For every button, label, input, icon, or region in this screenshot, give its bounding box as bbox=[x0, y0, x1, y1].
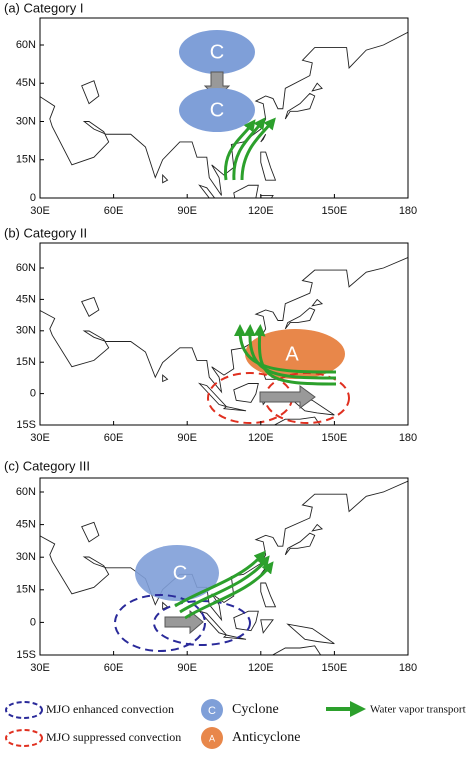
shift-arrow bbox=[259, 385, 316, 409]
vapor-arrow bbox=[234, 324, 337, 374]
y-tick-label: 45N bbox=[16, 519, 36, 531]
y-tick-label: 60N bbox=[16, 39, 36, 51]
x-tick-label: 60E bbox=[104, 432, 124, 444]
y-tick-label: 30N bbox=[16, 325, 36, 337]
vapor-arrow bbox=[179, 555, 270, 614]
map-frame bbox=[39, 477, 409, 656]
x-tick-label: 120E bbox=[248, 432, 274, 444]
marker-label: C bbox=[210, 99, 224, 121]
x-tick-label: 30E bbox=[30, 432, 50, 444]
vapor-arrow bbox=[174, 550, 266, 608]
legend-label: Water vapor transport bbox=[370, 704, 466, 716]
vapor-arrow bbox=[184, 561, 274, 620]
map bbox=[40, 256, 408, 425]
x-tick-label: 150E bbox=[322, 432, 348, 444]
legend-label: Cyclone bbox=[232, 702, 279, 717]
x-tick-label: 120E bbox=[248, 205, 274, 217]
legend-symbol bbox=[201, 727, 223, 749]
y-tick-label: 30N bbox=[16, 115, 36, 127]
y-tick-label: 60N bbox=[16, 486, 36, 498]
y-tick-label: 15N bbox=[16, 584, 36, 596]
legend-symbol bbox=[5, 729, 43, 747]
legend-symbol bbox=[201, 699, 223, 721]
y-tick-label: 0 bbox=[30, 616, 36, 628]
shift-arrow bbox=[164, 609, 204, 635]
panel-title: (a) Category I bbox=[4, 0, 83, 15]
legend-label: MJO suppressed convection bbox=[46, 730, 181, 744]
panel-title: (b) Category II bbox=[4, 225, 87, 240]
x-tick-label: 90E bbox=[177, 205, 197, 217]
y-tick-label: 15N bbox=[16, 356, 36, 368]
x-tick-label: 30E bbox=[30, 662, 50, 674]
y-tick-label: 0 bbox=[30, 192, 36, 204]
x-tick-label: 180 bbox=[399, 432, 417, 444]
y-tick-label: 45N bbox=[16, 77, 36, 89]
x-tick-label: 120E bbox=[248, 662, 274, 674]
vapor-arrow bbox=[240, 117, 276, 181]
vapor-arrow bbox=[253, 324, 337, 386]
map bbox=[40, 480, 408, 655]
x-tick-label: 150E bbox=[322, 205, 348, 217]
cyclone bbox=[179, 30, 255, 74]
cyclone bbox=[135, 545, 219, 601]
vapor-arrow bbox=[232, 117, 266, 181]
x-tick-label: 30E bbox=[30, 205, 50, 217]
y-tick-label: 15S bbox=[16, 419, 36, 431]
x-tick-label: 60E bbox=[104, 205, 124, 217]
x-tick-label: 180 bbox=[399, 662, 417, 674]
y-tick-label: 45N bbox=[16, 293, 36, 305]
vapor-arrow bbox=[243, 324, 337, 380]
y-tick-label: 0 bbox=[30, 388, 36, 400]
map-frame bbox=[39, 242, 409, 426]
y-tick-label: 60N bbox=[16, 262, 36, 274]
enhanced-convection bbox=[114, 594, 206, 652]
marker-label: A bbox=[285, 343, 299, 365]
legend-label: MJO enhanced convection bbox=[46, 702, 174, 716]
cyclone bbox=[179, 88, 255, 132]
legend-symbol bbox=[5, 701, 43, 719]
panel-title: (c) Category III bbox=[4, 458, 90, 473]
marker-label: A bbox=[209, 733, 215, 743]
x-tick-label: 90E bbox=[177, 662, 197, 674]
marker-label: C bbox=[210, 41, 224, 63]
marker-label: C bbox=[208, 705, 216, 717]
marker-label: C bbox=[173, 562, 187, 584]
vapor-arrow bbox=[223, 119, 256, 181]
legend-label: Anticyclone bbox=[232, 730, 300, 745]
x-tick-label: 150E bbox=[322, 662, 348, 674]
x-tick-label: 60E bbox=[104, 662, 124, 674]
map-frame bbox=[39, 17, 409, 199]
x-tick-label: 180 bbox=[399, 205, 417, 217]
y-tick-label: 15S bbox=[16, 649, 36, 661]
y-tick-label: 30N bbox=[16, 551, 36, 563]
y-tick-label: 15N bbox=[16, 154, 36, 166]
x-tick-label: 90E bbox=[177, 432, 197, 444]
